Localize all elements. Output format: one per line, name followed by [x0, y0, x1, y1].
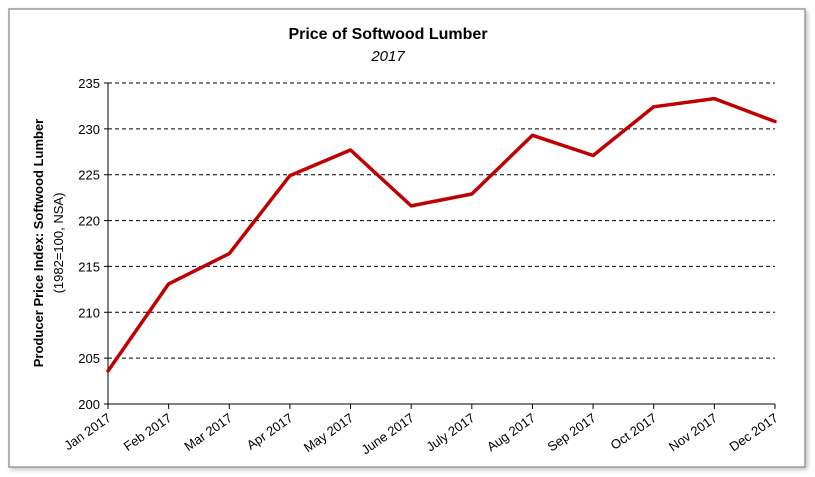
- y-tick-label: 210: [78, 305, 100, 320]
- y-axis-sublabel: (1982=100, NSA): [51, 193, 66, 294]
- series-line: [106, 96, 777, 373]
- data-point: [530, 133, 534, 137]
- y-tick-label: 200: [78, 397, 100, 412]
- axes: [104, 82, 776, 409]
- y-axis-label: Producer Price Index: Softwood Lumber: [31, 119, 46, 367]
- data-point: [712, 97, 716, 101]
- data-point: [227, 252, 231, 256]
- chart-title: Price of Softwood Lumber: [288, 26, 487, 43]
- data-point: [773, 120, 777, 124]
- data-point: [349, 148, 353, 152]
- y-tick-label: 215: [78, 259, 100, 274]
- y-tick-label: 225: [78, 168, 100, 183]
- y-tick-labels: 200 205 210 215 220 225 230 235: [78, 76, 100, 412]
- y-tick-label: 230: [78, 122, 100, 137]
- y-tick-label: 235: [78, 76, 100, 91]
- grid-lines: [108, 82, 775, 359]
- series-layer: [106, 96, 777, 373]
- data-point: [288, 174, 292, 178]
- chart-border: [8, 8, 806, 468]
- data-point: [106, 369, 110, 373]
- data-point: [652, 105, 656, 109]
- data-point: [409, 204, 413, 208]
- y-tick-label: 220: [78, 214, 100, 229]
- data-point: [470, 192, 474, 196]
- chart-subtitle: 2017: [370, 48, 405, 65]
- data-point: [591, 153, 595, 157]
- y-tick-label: 205: [78, 351, 100, 366]
- data-point: [167, 282, 171, 286]
